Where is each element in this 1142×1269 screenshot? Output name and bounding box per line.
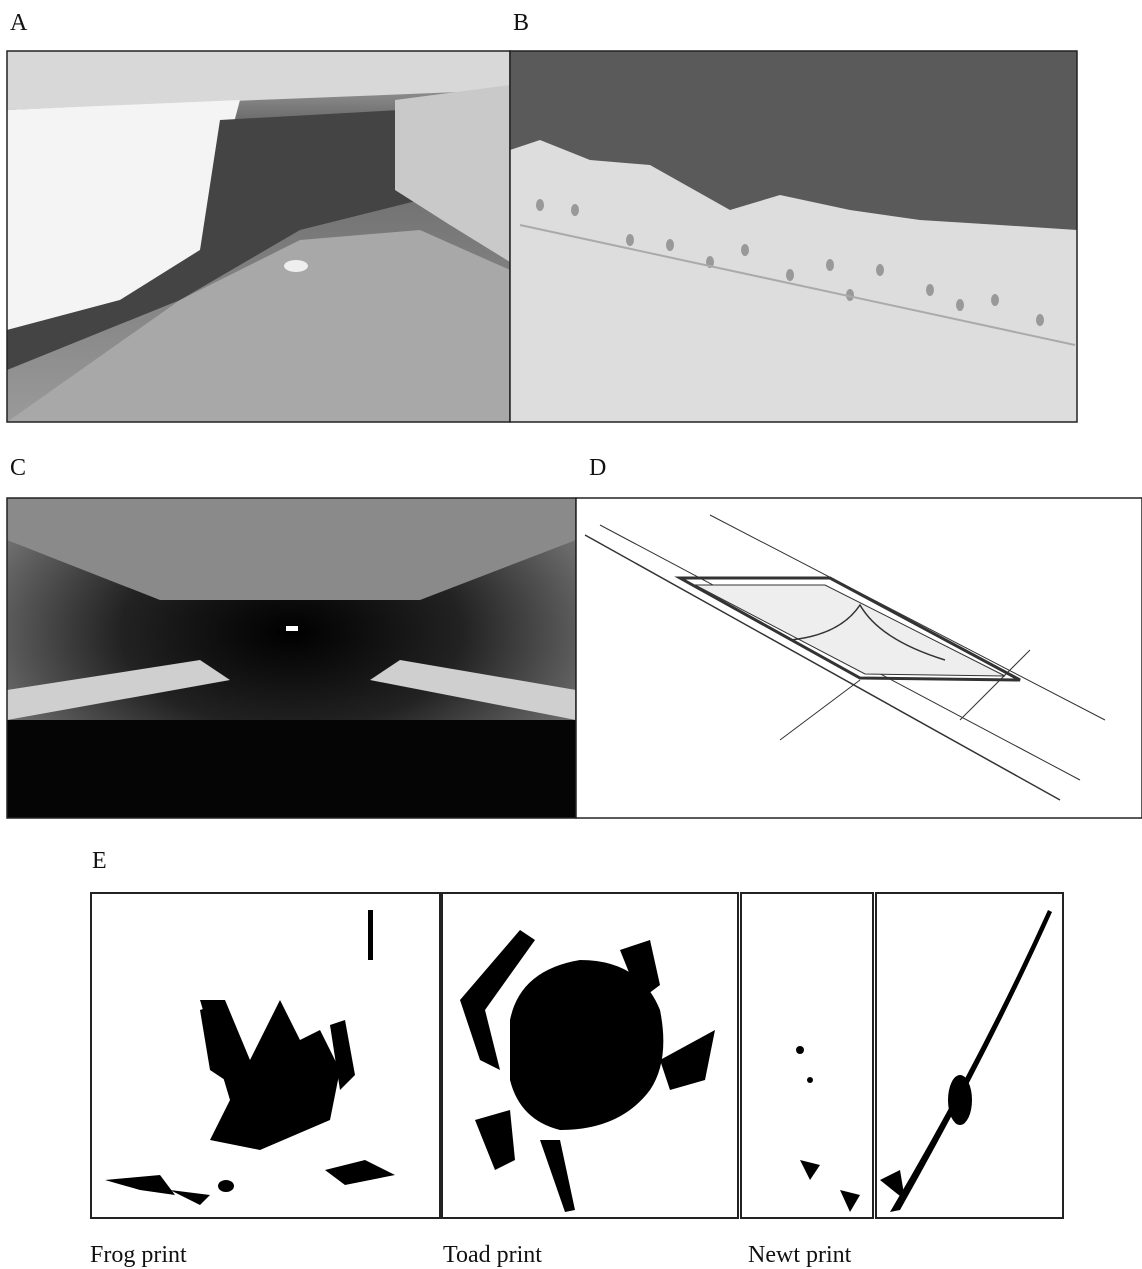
caption: Toad print <box>443 1242 542 1268</box>
panel-label: A <box>10 10 28 36</box>
photo-c <box>7 498 576 818</box>
panel-label: D <box>589 455 606 481</box>
panel-label: C <box>10 455 26 481</box>
print-newt <box>741 893 1063 1218</box>
panel-label: E <box>92 848 107 874</box>
figure: A B C D E <box>0 0 1142 1269</box>
photo-b <box>510 51 1077 422</box>
photo-a <box>7 51 510 422</box>
caption: Frog print <box>90 1242 187 1268</box>
drawing-d <box>576 498 1142 818</box>
panel-label: B <box>513 10 529 36</box>
page: A B C D E <box>0 0 1142 1269</box>
print-frog <box>91 893 440 1218</box>
print-toad <box>442 893 738 1218</box>
caption: Newt print <box>748 1242 852 1268</box>
